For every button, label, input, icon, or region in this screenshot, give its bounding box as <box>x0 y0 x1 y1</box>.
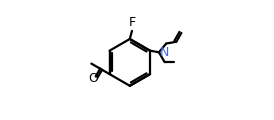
Text: O: O <box>89 72 98 85</box>
Text: N: N <box>159 46 169 59</box>
Text: F: F <box>129 16 136 29</box>
